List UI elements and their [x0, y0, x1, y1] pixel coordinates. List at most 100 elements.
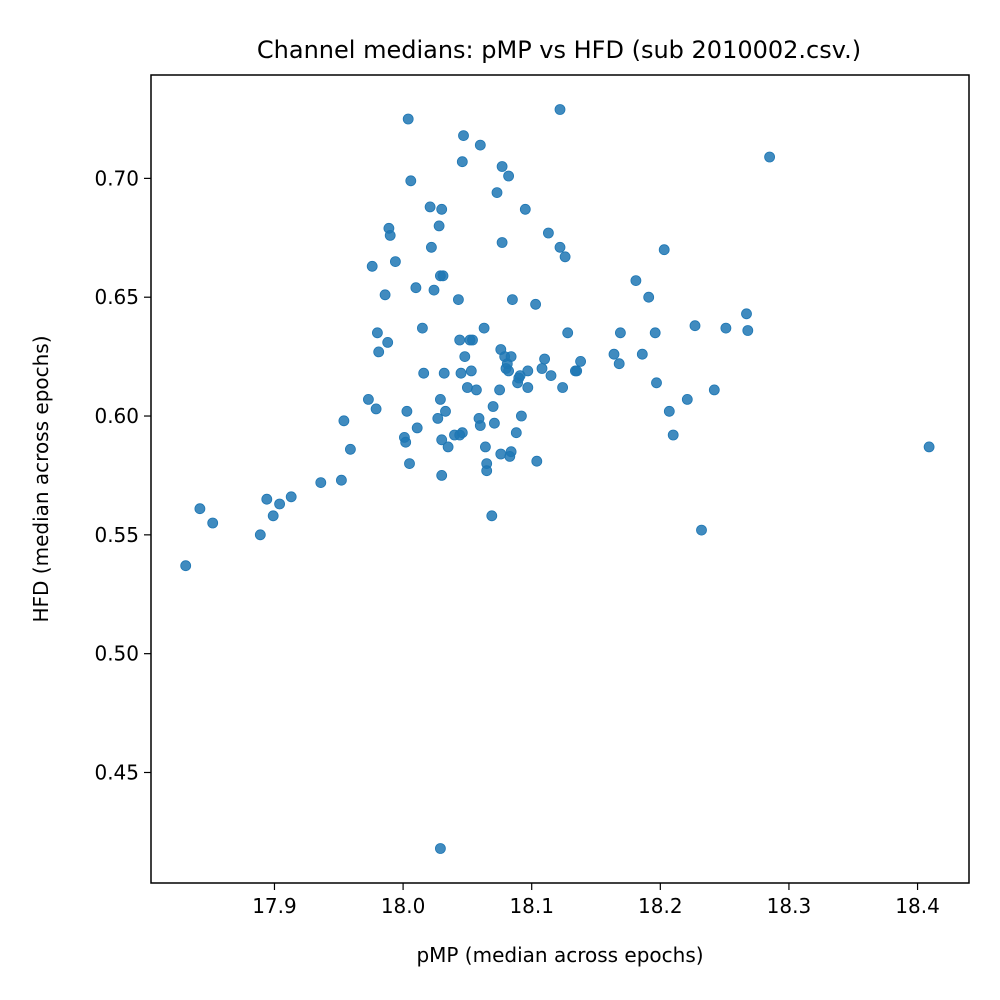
data-point [667, 429, 679, 441]
data-point [261, 493, 273, 505]
data-point [434, 843, 446, 854]
data-point [366, 260, 378, 272]
x-axis-label: pMP (median across epochs) [416, 943, 703, 967]
data-point [636, 348, 648, 360]
points-layer [180, 104, 935, 854]
data-point [434, 393, 446, 405]
data-point [536, 363, 548, 374]
data-point [505, 351, 517, 363]
data-point [486, 510, 498, 522]
data-point [455, 367, 467, 379]
y-axis: 0.45 0.50 0.55 0.60 0.65 0.70 [94, 166, 151, 784]
x-tick-label: 17.9 [252, 894, 297, 918]
data-point [608, 348, 620, 360]
data-point [503, 365, 515, 377]
data-point [442, 441, 454, 453]
data-point [643, 291, 655, 303]
data-point [470, 384, 482, 396]
data-point [531, 455, 543, 467]
data-point [461, 382, 473, 393]
data-point [503, 170, 515, 182]
data-point [404, 458, 415, 470]
y-tick-label: 0.70 [94, 166, 139, 190]
data-point [630, 275, 642, 287]
data-point [467, 334, 478, 346]
data-point [539, 353, 550, 365]
x-tick-label: 18.2 [638, 894, 683, 918]
data-point [411, 422, 423, 434]
data-point [571, 365, 583, 377]
y-tick-label: 0.65 [94, 285, 139, 309]
data-point [432, 412, 444, 424]
data-point [658, 244, 670, 256]
data-point [663, 405, 675, 417]
data-point [474, 139, 486, 151]
data-point [496, 237, 508, 248]
y-tick-label: 0.45 [94, 760, 139, 784]
data-point [436, 203, 448, 215]
data-point [379, 289, 391, 301]
data-point [479, 441, 491, 453]
data-point [530, 298, 541, 310]
data-point [437, 270, 449, 282]
y-tick-label: 0.55 [94, 523, 139, 547]
data-point [681, 393, 693, 405]
data-point [433, 220, 445, 232]
data-point [510, 427, 522, 439]
y-tick-label: 0.60 [94, 404, 139, 428]
data-point [649, 327, 661, 339]
data-point [416, 322, 428, 334]
data-point [436, 434, 448, 446]
data-point [491, 187, 503, 199]
data-point [456, 427, 468, 439]
data-point [458, 130, 469, 142]
data-point [764, 151, 775, 163]
data-point [465, 365, 477, 377]
data-point [522, 382, 534, 393]
data-point [474, 420, 486, 431]
data-point [545, 370, 557, 382]
data-point [487, 401, 499, 412]
data-point [254, 529, 266, 541]
data-point [428, 284, 440, 296]
x-tick-label: 18.3 [767, 894, 812, 918]
data-point [454, 334, 466, 346]
data-point [507, 294, 518, 306]
data-point [519, 203, 531, 215]
data-point [373, 346, 385, 358]
data-point [382, 336, 394, 348]
data-point [741, 308, 752, 320]
data-point [370, 403, 382, 415]
data-point [543, 227, 554, 239]
data-point [384, 229, 396, 241]
chart-title: Channel medians: pMP vs HFD (sub 2010002… [257, 36, 861, 64]
data-point [274, 498, 286, 510]
data-point [516, 410, 527, 422]
data-point [338, 415, 350, 427]
data-point [371, 327, 383, 339]
data-point [267, 510, 279, 522]
data-point [438, 367, 450, 379]
data-point [402, 113, 414, 125]
data-point [720, 322, 732, 334]
data-point [559, 251, 571, 263]
data-point [488, 417, 500, 429]
data-point [689, 320, 701, 332]
data-point [207, 517, 219, 529]
data-point [389, 256, 401, 268]
data-point [613, 358, 625, 370]
data-point [436, 469, 448, 481]
data-point [425, 241, 437, 253]
y-tick-label: 0.50 [94, 642, 139, 666]
data-point [742, 325, 754, 336]
y-axis-label: HFD (median across epochs) [29, 335, 53, 622]
data-point [554, 241, 566, 253]
data-point [923, 441, 935, 453]
plot-frame [150, 74, 970, 884]
x-tick-label: 18.4 [895, 894, 940, 918]
data-point [494, 384, 506, 396]
data-point [285, 491, 297, 503]
data-point [362, 393, 374, 405]
data-point [335, 474, 347, 486]
